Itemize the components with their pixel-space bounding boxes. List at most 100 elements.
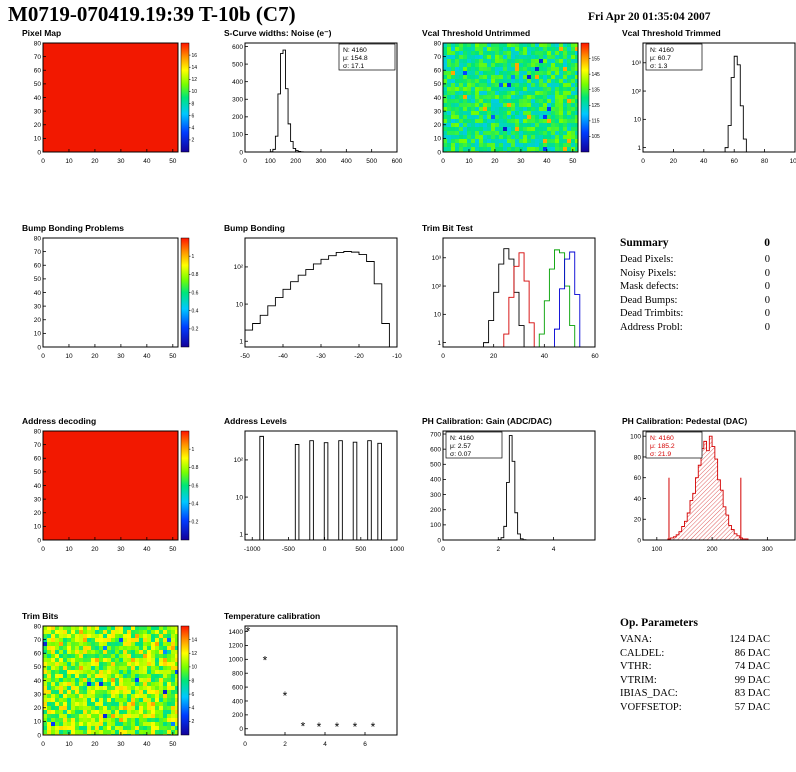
svg-text:40: 40 [34,678,42,685]
svg-text:400: 400 [341,158,352,165]
svg-text:1000: 1000 [229,657,244,664]
svg-text:30: 30 [434,108,442,115]
svg-text:10: 10 [192,665,198,671]
svg-text:20: 20 [434,122,442,129]
svg-text:115: 115 [592,119,600,125]
svg-text:40: 40 [634,496,642,503]
svg-text:σ: 17.1: σ: 17.1 [343,63,364,70]
summary-row: Mask defects: 0 [620,280,770,294]
svg-text:80: 80 [634,454,642,461]
op-parameter-value: 99 DAC [734,674,770,686]
svg-text:-50: -50 [240,353,250,360]
page-title: M0719-070419.19:39 T-10b (C7) [8,2,296,26]
svg-text:30: 30 [117,546,125,553]
summary-title: Summary [620,237,669,249]
svg-text:*: * [246,625,251,639]
svg-text:1400: 1400 [229,629,244,636]
pixel-map-panel: Pixel Map 0 10 20 30 40 50 0 10 20 30 40 50 60 70 80 2 4… [16,28,212,165]
svg-text:60: 60 [591,353,599,360]
op-parameter-label: VTRIM: [620,674,657,686]
svg-text:0: 0 [37,732,41,739]
summary-row-label: Dead Trimbits: [620,308,684,319]
svg-text:4: 4 [192,126,195,132]
summary-row-value: 0 [764,267,770,279]
address-decoding-panel: Address decoding 0 10 20 30 40 50 0 10 20 30 40 50 6… [16,416,212,553]
svg-text:12: 12 [192,651,198,657]
svg-text:-500: -500 [282,546,295,553]
svg-text:200: 200 [707,546,718,553]
svg-text:0: 0 [437,537,441,544]
svg-text:2: 2 [283,741,287,748]
svg-text:-10: -10 [392,353,402,360]
svg-text:10²: 10² [632,88,642,95]
svg-text:4: 4 [192,706,195,712]
summary-row: Dead Trimbits: 0 [620,307,770,321]
trim-bits-panel: Trim Bits 0 10 20 30 40 50 0 10 20 30 40 50 60 70 80 2 4… [16,611,212,748]
svg-text:0: 0 [243,741,247,748]
svg-text:-1000: -1000 [244,546,261,553]
svg-text:σ: 1.3: σ: 1.3 [650,63,668,70]
bump-bonding-problems-plot: 0 10 20 30 40 50 0 10 20 30 40 50 60 70 80 0.2 0.4 0.6 0.8… [34,235,199,360]
svg-text:500: 500 [366,158,377,165]
svg-text:40: 40 [34,483,42,490]
svg-text:50: 50 [169,546,177,553]
pixel-map-title: Pixel Map [22,28,62,38]
op-parameter-row: VOFFSETOP: 57 DAC [620,701,770,715]
op-parameters-panel: Op. Parameters VANA: 124 DAC CALDEL: 86 … [620,617,770,714]
svg-text:600: 600 [392,158,403,165]
summary-header: Summary 0 [620,237,770,249]
svg-text:40: 40 [34,290,42,297]
op-parameter-value: 74 DAC [734,661,770,672]
svg-text:60: 60 [34,68,42,75]
svg-text:10: 10 [634,117,642,124]
svg-text:0: 0 [239,149,243,156]
svg-text:20: 20 [490,353,498,360]
svg-text:80: 80 [434,40,442,47]
svg-text:300: 300 [762,546,773,553]
svg-text:145: 145 [592,72,601,78]
summary-row: Noisy Pixels: 0 [620,267,770,281]
summary-panel: Summary 0 Dead Pixels: 0 Noisy Pixels: 0… [620,237,770,334]
address-levels-panel: Address Levels -1000 -500 0 500 1000 1 10 10² [218,416,414,553]
svg-text:80: 80 [34,40,42,47]
svg-text:80: 80 [34,235,42,242]
svg-text:20: 20 [91,741,99,748]
svg-text:0.8: 0.8 [192,272,199,278]
ph-pedestal-title: PH Calibration: Pedestal (DAC) [622,416,748,426]
bump-bonding-panel: Bump Bonding -50 -40 -30 -20 -10 1 10 10² [218,223,414,360]
svg-text:N: 4160: N: 4160 [650,47,674,54]
svg-text:40: 40 [543,158,551,165]
svg-text:10: 10 [236,494,244,501]
svg-text:70: 70 [34,54,42,61]
svg-text:0: 0 [41,353,45,360]
svg-text:1: 1 [437,340,441,347]
svg-text:0: 0 [441,353,445,360]
svg-text:14: 14 [192,637,198,643]
svg-text:50: 50 [169,158,177,165]
svg-text:16: 16 [192,53,198,59]
svg-text:-20: -20 [354,353,364,360]
svg-text:1: 1 [192,447,195,453]
svg-text:0: 0 [243,158,247,165]
trim-bit-test-title: Trim Bit Test [422,223,473,233]
summary-row-value: 0 [764,308,770,319]
svg-text:μ: 185.2: μ: 185.2 [650,443,675,450]
summary-row: Dead Pixels: 0 [620,253,770,267]
svg-text:μ: 60.7: μ: 60.7 [650,55,671,62]
svg-text:*: * [263,654,268,668]
ph-pedestal-panel: PH Calibration: Pedestal (DAC) 100 200 300… [616,416,796,553]
svg-text:8: 8 [192,678,195,684]
svg-text:0: 0 [37,149,41,156]
op-parameters-header: Op. Parameters [620,617,770,629]
svg-text:0: 0 [239,726,243,733]
svg-text:20: 20 [34,317,42,324]
svg-text:10: 10 [65,741,73,748]
svg-text:0: 0 [41,546,45,553]
address-decoding-plot: 0 10 20 30 40 50 0 10 20 30 40 50 60 70 80 0.2 0.4 0.6 0.8… [34,428,199,553]
svg-text:20: 20 [34,122,42,129]
svg-text:10³: 10³ [432,255,442,262]
svg-text:14: 14 [192,65,198,71]
svg-text:200: 200 [232,712,243,719]
svg-text:50: 50 [434,81,442,88]
